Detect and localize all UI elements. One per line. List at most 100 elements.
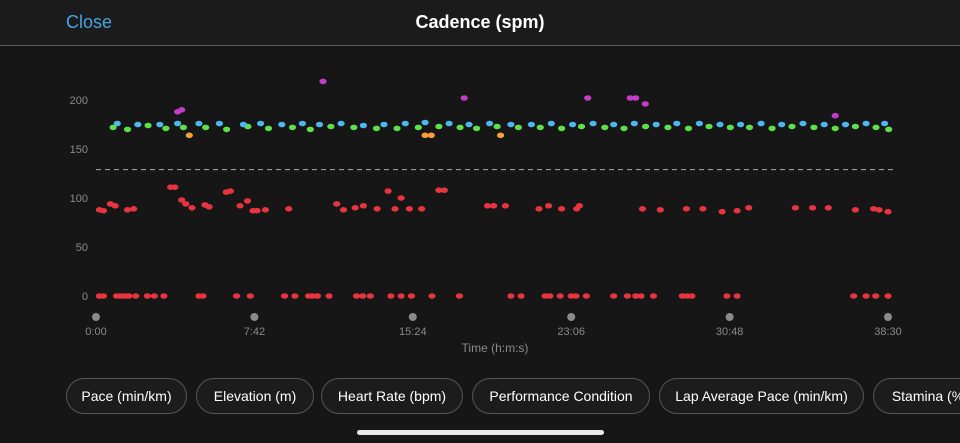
metric-chip-elevation-m[interactable]: Elevation (m) (196, 378, 314, 414)
data-point-green (306, 126, 314, 133)
data-point-purple (626, 95, 634, 101)
data-point-red (483, 203, 492, 209)
data-point-green (473, 125, 481, 132)
data-point-red (745, 205, 753, 211)
data-point-green (493, 123, 501, 130)
data-point-red (150, 293, 158, 299)
data-point-red (455, 293, 463, 299)
data-point-blue (113, 120, 121, 127)
data-point-red (246, 293, 254, 299)
y-tick-label: 150 (70, 144, 88, 156)
data-point-green (745, 124, 754, 131)
data-point-blue (610, 121, 618, 128)
data-point-red (870, 206, 878, 212)
data-point-blue (841, 121, 850, 128)
metric-chip-pace-min-km[interactable]: Pace (min/km) (66, 378, 187, 414)
x-tick-label: 23:06 (557, 326, 585, 338)
data-point-blue (820, 121, 828, 128)
data-point-green (536, 124, 544, 131)
data-point-red (718, 208, 726, 215)
data-point-red (623, 293, 632, 299)
data-point-blue (380, 121, 388, 128)
data-point-red (130, 206, 138, 212)
data-point-blue (421, 119, 429, 126)
data-point-red (558, 206, 566, 212)
data-point-green (851, 123, 860, 130)
data-point-red (884, 208, 892, 215)
data-point-green (768, 125, 776, 132)
data-point-blue (695, 120, 704, 127)
data-point-red (325, 293, 333, 299)
metric-chip-row: Pace (min/km) Elevation (m) Heart Rate (bp… (0, 378, 960, 416)
data-point-orange (185, 132, 193, 139)
cadence-scatter-chart: 0 50 100 150 200 0:00 7:42 15:24 23:06 30:48 38:3… (70, 78, 902, 355)
metric-chip-heart-rate-bpm[interactable]: Heart Rate (bpm) (321, 378, 463, 414)
data-point-blue (445, 120, 453, 127)
data-point-red (333, 201, 341, 207)
data-point-red (610, 293, 618, 299)
data-point-blue (673, 120, 681, 127)
x-tick-marker[interactable] (567, 313, 576, 321)
data-point-red (171, 184, 179, 190)
data-point-red (199, 293, 207, 299)
data-point-red (435, 187, 443, 193)
y-tick-label: 200 (70, 95, 88, 107)
data-point-green (144, 122, 152, 129)
page-title: Cadence (spm) (415, 12, 545, 32)
data-point-blue (401, 120, 409, 127)
data-point-red (824, 205, 832, 211)
data-point-purple (460, 95, 468, 101)
x-tick-marker[interactable] (408, 313, 417, 321)
close-button[interactable]: Close (66, 12, 113, 32)
data-point-purple (319, 78, 327, 85)
data-point-green (162, 125, 170, 132)
data-point-green (601, 124, 609, 131)
data-point-blue (630, 120, 638, 127)
data-point-red (791, 205, 800, 211)
data-point-red (809, 205, 817, 211)
data-point-green (327, 123, 335, 130)
data-point-red (111, 203, 119, 209)
metric-chip-performance-condition[interactable]: Performance Condition (472, 378, 650, 414)
data-point-red (384, 188, 392, 194)
data-point-blue (215, 120, 223, 127)
data-point-red (253, 207, 261, 214)
data-point-red (723, 293, 731, 299)
data-point-red (188, 205, 196, 211)
data-point-red (632, 293, 640, 299)
data-point-red (637, 293, 645, 299)
data-point-green (456, 124, 464, 131)
data-point-red (359, 203, 367, 209)
data-point-red (359, 293, 367, 299)
data-point-green (558, 125, 566, 132)
x-tick-marker[interactable] (884, 313, 892, 321)
data-point-red (501, 203, 509, 209)
data-point-blue (569, 121, 577, 128)
x-tick-marker[interactable] (250, 313, 259, 321)
x-tick-marker[interactable] (92, 313, 100, 321)
data-point-red (850, 293, 858, 299)
data-point-red (572, 293, 580, 299)
data-point-orange (427, 132, 435, 139)
data-point-blue (298, 120, 306, 127)
data-point-blue (652, 121, 660, 128)
data-point-green (726, 124, 734, 131)
data-point-blue (778, 121, 786, 128)
data-point-red (688, 293, 696, 299)
data-point-blue (799, 120, 807, 127)
data-point-blue (589, 120, 597, 127)
data-point-green (810, 124, 818, 131)
data-point-red (123, 207, 132, 213)
metric-chip-lap-average-pace-min-km[interactable]: Lap Average Pace (min/km) (659, 378, 864, 414)
data-point-red (517, 293, 525, 299)
data-point-red (261, 207, 269, 213)
data-point-blue (278, 121, 286, 128)
data-point-blue (862, 120, 870, 127)
data-point-red (99, 293, 108, 299)
x-tick-marker[interactable] (725, 313, 734, 321)
data-point-red (699, 206, 707, 212)
data-point-red (226, 188, 234, 194)
metric-chip-stamina[interactable]: Stamina (% (873, 378, 960, 414)
data-point-red (507, 293, 515, 299)
data-point-green (179, 124, 187, 131)
